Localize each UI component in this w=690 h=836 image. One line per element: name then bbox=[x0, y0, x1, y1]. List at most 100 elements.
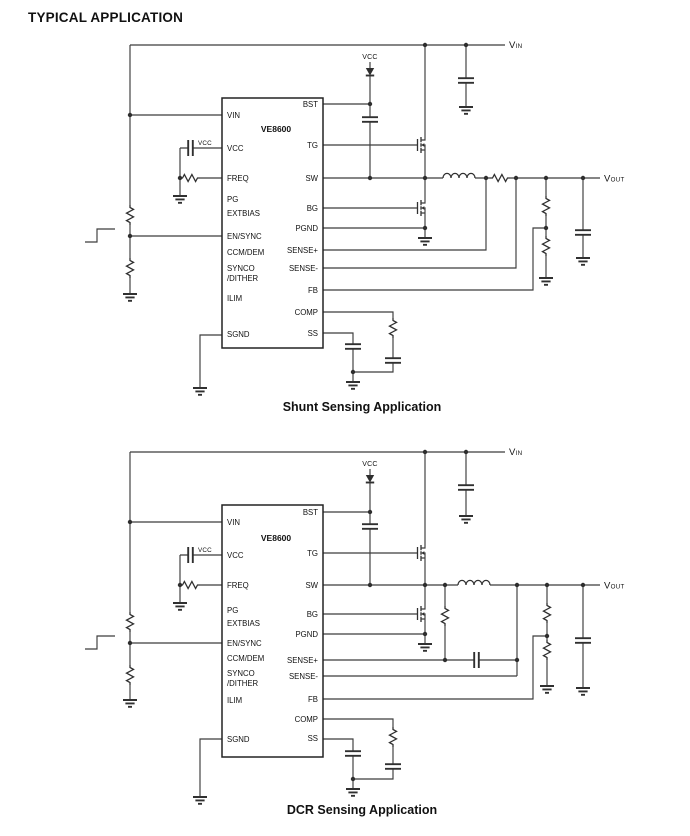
pin-label-sw: SW bbox=[305, 174, 318, 183]
feedback-bottom-resistor bbox=[542, 639, 552, 661]
ground-icon bbox=[172, 592, 188, 611]
pin-label-ccm-dem: CCM/DEM bbox=[227, 248, 264, 257]
pin-label-bst: BST bbox=[303, 508, 318, 517]
pin-label-ilim: ILIM bbox=[227, 294, 242, 303]
output-inductor bbox=[457, 579, 491, 586]
pin-label-sense-minus: SENSE- bbox=[289, 672, 318, 681]
pin-label-vcc: VCC bbox=[227, 144, 244, 153]
low-side-mosfet-icon bbox=[416, 193, 426, 223]
dcr-caption: DCR Sensing Application bbox=[287, 803, 437, 817]
input-capacitor bbox=[457, 482, 475, 493]
ground-icon bbox=[575, 247, 591, 266]
pin-label-tg: TG bbox=[307, 549, 318, 558]
low-side-mosfet-icon bbox=[416, 599, 426, 629]
bootstrap-capacitor bbox=[361, 521, 379, 532]
circuit-shunt-sensing: VE8600 VIN VCC FREQ PG EXTBIAS EN/SYNC C… bbox=[84, 40, 624, 414]
feedback-top-resistor bbox=[542, 602, 552, 624]
ic-name: VE8600 bbox=[261, 533, 292, 543]
high-side-mosfet-icon bbox=[416, 538, 426, 568]
pin-label-sense-plus: SENSE+ bbox=[287, 246, 318, 255]
vout-rail-label: VOUT bbox=[604, 581, 625, 592]
pin-label-bg: BG bbox=[307, 204, 318, 213]
output-capacitor bbox=[574, 227, 592, 238]
bootstrap-diode bbox=[364, 65, 376, 80]
ground-icon bbox=[539, 675, 555, 694]
ground-icon bbox=[417, 633, 433, 652]
ground-icon bbox=[192, 377, 208, 396]
ground-icon bbox=[458, 96, 474, 115]
feedback-top-resistor bbox=[541, 195, 551, 217]
pin-label-ilim: ILIM bbox=[227, 696, 242, 705]
ground-icon bbox=[122, 283, 138, 302]
ground-icon bbox=[345, 371, 361, 390]
pin-label-fb: FB bbox=[308, 286, 318, 295]
vcc-capacitor bbox=[185, 139, 196, 157]
pin-label-extbias: EXTBIAS bbox=[227, 209, 260, 218]
pin-label-en-sync: EN/SYNC bbox=[227, 639, 262, 648]
pin-label-vcc: VCC bbox=[227, 551, 244, 560]
pin-label-ss: SS bbox=[308, 734, 318, 743]
pin-label-pg: PG bbox=[227, 606, 238, 615]
junction-dots bbox=[127, 42, 586, 375]
vcc-cap-label: VCC bbox=[198, 140, 212, 147]
vcc-cap-label: VCC bbox=[198, 547, 212, 554]
enable-divider-bottom-resistor bbox=[125, 664, 135, 686]
pin-label-extbias: EXTBIAS bbox=[227, 619, 260, 628]
comp-resistor bbox=[388, 317, 398, 339]
enable-divider-top-resistor bbox=[125, 204, 135, 226]
pin-label-pgnd: PGND bbox=[295, 630, 318, 639]
freq-resistor bbox=[179, 580, 201, 590]
ic-outline bbox=[221, 97, 324, 349]
ic-outline bbox=[221, 504, 324, 758]
feedback-bottom-resistor bbox=[541, 235, 551, 257]
ss-capacitor bbox=[344, 341, 362, 352]
step-input-icon bbox=[84, 228, 116, 243]
enable-divider-top-resistor bbox=[125, 611, 135, 633]
high-side-mosfet-icon bbox=[416, 130, 426, 160]
ground-icon bbox=[192, 786, 208, 805]
wires bbox=[129, 44, 600, 378]
enable-divider-bottom-resistor bbox=[125, 257, 135, 279]
pin-label-fb: FB bbox=[308, 695, 318, 704]
step-input-icon bbox=[84, 635, 116, 650]
pin-label-pgnd: PGND bbox=[295, 224, 318, 233]
bootstrap-capacitor bbox=[361, 114, 379, 125]
ss-capacitor bbox=[344, 748, 362, 759]
pin-label-sgnd: SGND bbox=[227, 735, 250, 744]
pin-label-synco: SYNCO bbox=[227, 264, 255, 273]
output-inductor bbox=[442, 172, 476, 179]
pin-label-tg: TG bbox=[307, 141, 318, 150]
pin-label-ccm-dem: CCM/DEM bbox=[227, 654, 264, 663]
freq-resistor bbox=[179, 173, 201, 183]
pin-label-synco: SYNCO bbox=[227, 669, 255, 678]
circuit-dcr-sensing: VE8600 VIN VCC FREQ PG EXTBIAS EN/SYNC C… bbox=[84, 447, 625, 817]
comp-resistor bbox=[388, 726, 398, 748]
pin-label-vin: VIN bbox=[227, 518, 240, 527]
pin-label-freq: FREQ bbox=[227, 174, 249, 183]
input-capacitor bbox=[457, 75, 475, 86]
ground-icon bbox=[538, 267, 554, 286]
pin-label-comp: COMP bbox=[295, 308, 318, 317]
pin-label-sgnd: SGND bbox=[227, 330, 250, 339]
output-capacitor bbox=[574, 635, 592, 646]
pin-label-vin: VIN bbox=[227, 111, 240, 120]
pin-label-sense-minus: SENSE- bbox=[289, 264, 318, 273]
vin-rail-label: VIN bbox=[509, 447, 522, 458]
junction-dots bbox=[127, 449, 586, 782]
pin-label-dither: /DITHER bbox=[227, 679, 259, 688]
pin-label-bg: BG bbox=[307, 610, 318, 619]
ground-icon bbox=[458, 505, 474, 524]
shunt-caption: Shunt Sensing Application bbox=[283, 400, 442, 414]
ground-icon bbox=[345, 778, 361, 797]
ic-name: VE8600 bbox=[261, 124, 292, 134]
pin-label-en-sync: EN/SYNC bbox=[227, 232, 262, 241]
ground-icon bbox=[417, 227, 433, 246]
ground-icon bbox=[122, 689, 138, 708]
ground-icon bbox=[172, 185, 188, 204]
page-title: TYPICAL APPLICATION bbox=[28, 10, 183, 25]
vcc-capacitor bbox=[185, 546, 196, 564]
vcc-supply-label: VCC bbox=[362, 461, 377, 468]
bootstrap-diode bbox=[364, 472, 376, 487]
